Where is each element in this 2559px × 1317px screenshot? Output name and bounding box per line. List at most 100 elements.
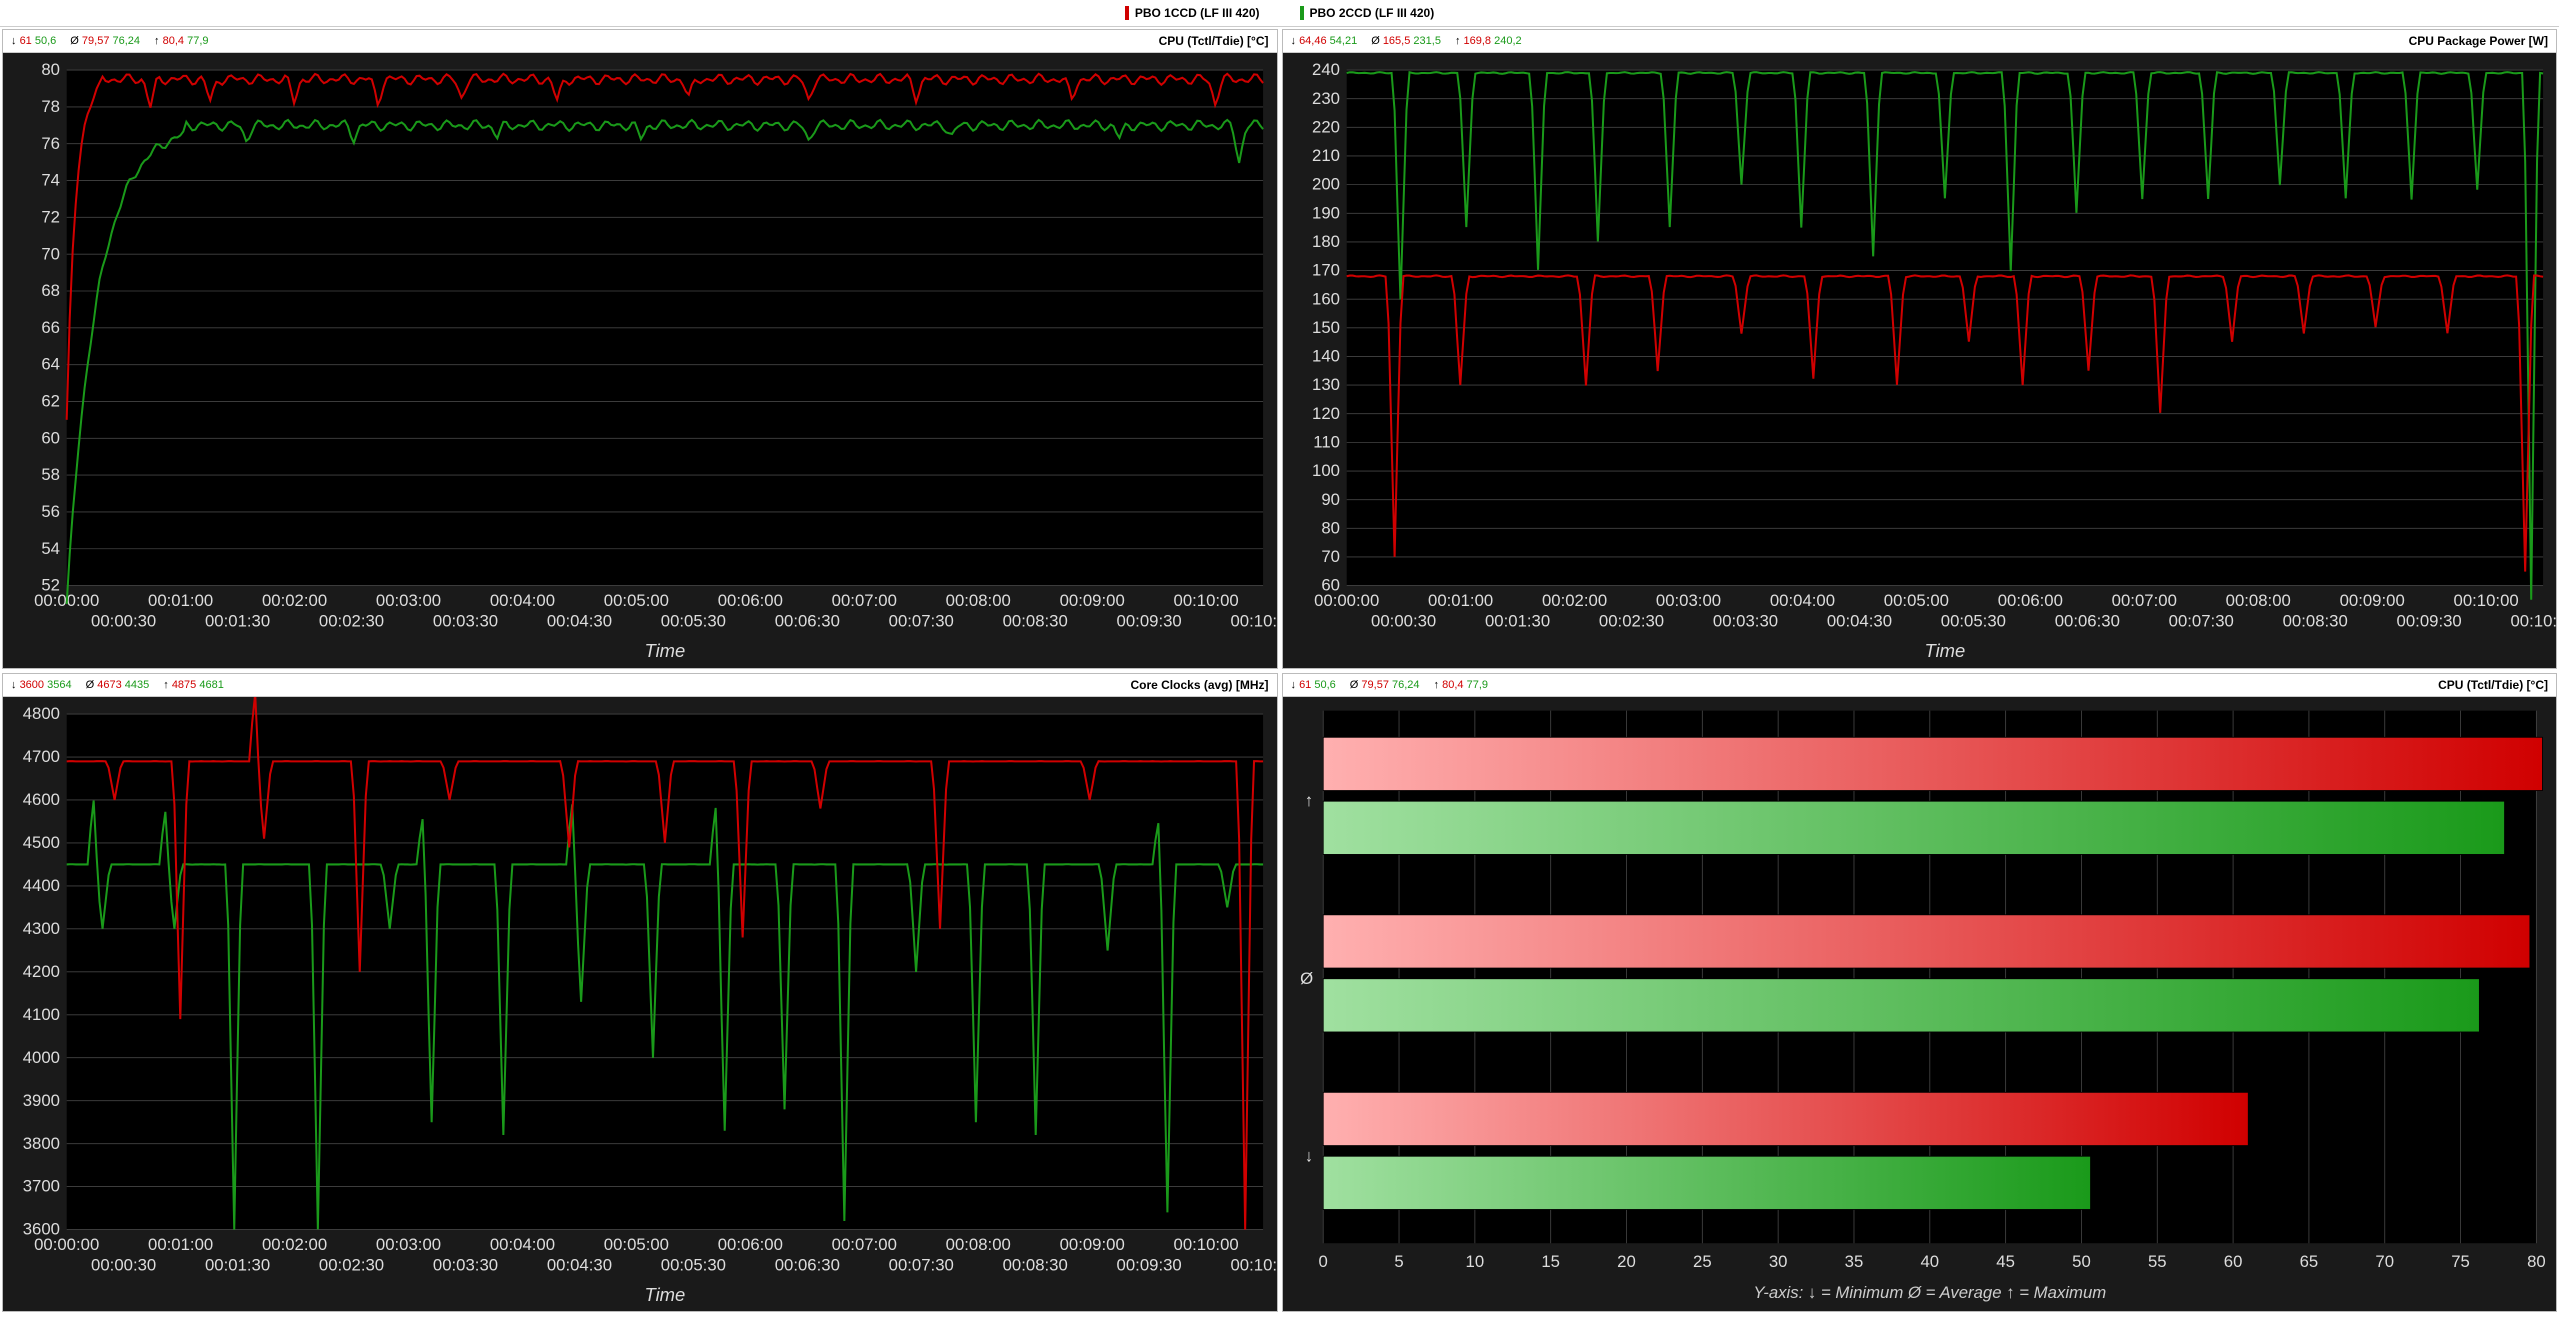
stat-max: ↑ 80,4 77,9 [154,35,208,47]
svg-text:00:04:00: 00:04:00 [490,1234,555,1253]
chart-cpu-power[interactable]: 6070809010011012013014015016017018019020… [1283,53,2557,668]
svg-text:00:05:30: 00:05:30 [661,1255,726,1274]
svg-text:65: 65 [2299,1251,2318,1270]
svg-text:00:06:30: 00:06:30 [775,1255,840,1274]
svg-text:74: 74 [41,171,60,190]
svg-text:120: 120 [1312,404,1340,423]
panel-header-core-clocks: ↓ 3600 3564 Ø 4673 4435 ↑ 4875 4681 Core… [3,674,1277,697]
svg-text:Time: Time [644,640,685,661]
svg-text:00:01:30: 00:01:30 [205,1255,270,1274]
svg-text:00:09:30: 00:09:30 [1117,611,1182,630]
svg-text:40: 40 [1920,1251,1939,1270]
svg-text:00:05:30: 00:05:30 [661,611,726,630]
svg-text:10: 10 [1465,1251,1484,1270]
chart-grid: ↓ 61 50,6 Ø 79,57 76,24 ↑ 80,4 77,9 CPU … [0,27,2559,1314]
svg-text:50: 50 [2072,1251,2091,1270]
chart-core-clocks[interactable]: 3600370038003900400041004200430044004500… [3,697,1277,1312]
panel-header-cpu-temp: ↓ 61 50,6 Ø 79,57 76,24 ↑ 80,4 77,9 CPU … [3,30,1277,53]
svg-text:00:07:30: 00:07:30 [889,611,954,630]
svg-text:00:01:00: 00:01:00 [148,1234,213,1253]
stat-avg: Ø 4673 4435 [86,679,150,691]
svg-text:70: 70 [41,244,60,263]
svg-text:60: 60 [2223,1251,2242,1270]
svg-text:00:09:00: 00:09:00 [1060,1234,1125,1253]
svg-text:220: 220 [1312,117,1340,136]
top-legend: PBO 1CCD (LF III 420) PBO 2CCD (LF III 4… [0,0,2559,27]
svg-text:00:10:00: 00:10:00 [1174,1234,1239,1253]
svg-text:00:04:00: 00:04:00 [1769,591,1834,610]
svg-text:4800: 4800 [23,704,60,723]
svg-text:75: 75 [2451,1251,2470,1270]
svg-text:00:01:30: 00:01:30 [1484,611,1549,630]
svg-text:20: 20 [1617,1251,1636,1270]
svg-text:70: 70 [2375,1251,2394,1270]
svg-text:190: 190 [1312,203,1340,222]
svg-text:00:01:00: 00:01:00 [148,591,213,610]
svg-text:170: 170 [1312,261,1340,280]
svg-text:00:03:30: 00:03:30 [1712,611,1777,630]
svg-text:00:02:30: 00:02:30 [319,611,384,630]
svg-text:00:09:00: 00:09:00 [1060,591,1125,610]
svg-text:4100: 4100 [23,1004,60,1023]
stats-cpu-temp-bar: ↓ 61 50,6 Ø 79,57 76,24 ↑ 80,4 77,9 [1291,679,1489,691]
panel-core-clocks: ↓ 3600 3564 Ø 4673 4435 ↑ 4875 4681 Core… [2,673,1278,1313]
svg-text:76: 76 [41,134,60,153]
svg-text:66: 66 [41,318,60,337]
svg-text:↑: ↑ [1304,791,1312,810]
svg-text:00:02:00: 00:02:00 [1541,591,1606,610]
svg-text:80: 80 [1321,518,1340,537]
svg-text:00:07:00: 00:07:00 [832,591,897,610]
svg-text:00:05:00: 00:05:00 [604,1234,669,1253]
svg-text:00:08:30: 00:08:30 [2282,611,2347,630]
svg-text:230: 230 [1312,89,1340,108]
svg-text:Y-axis: ↓ = Minimum Ø =: Y-axis: ↓ = Minimum Ø = Average ↑ = Maxi… [1753,1282,2106,1301]
svg-text:78: 78 [41,97,60,116]
svg-text:00:03:30: 00:03:30 [433,1255,498,1274]
panel-title-cpu-power: CPU Package Power [W] [2409,34,2548,48]
svg-text:30: 30 [1768,1251,1787,1270]
legend-item-series1: PBO 1CCD (LF III 420) [1125,6,1260,20]
legend-label-series2: PBO 2CCD (LF III 420) [1310,6,1435,20]
svg-text:00:07:30: 00:07:30 [2168,611,2233,630]
svg-text:68: 68 [41,281,60,300]
svg-text:00:04:00: 00:04:00 [490,591,555,610]
chart-cpu-temp-bar[interactable]: 05101520253035404550556065707580↑Ø↓Y-axi… [1283,697,2557,1312]
svg-text:00:10:30: 00:10:30 [1230,611,1276,630]
panel-header-cpu-power: ↓ 64,46 54,21 Ø 165,5 231,5 ↑ 169,8 240,… [1283,30,2557,53]
svg-text:25: 25 [1693,1251,1712,1270]
svg-text:80: 80 [41,60,60,79]
svg-text:62: 62 [41,391,60,410]
svg-text:55: 55 [2147,1251,2166,1270]
stat-min: ↓ 64,46 54,21 [1291,35,1358,47]
svg-text:00:08:30: 00:08:30 [1003,1255,1068,1274]
panel-header-cpu-temp-bar: ↓ 61 50,6 Ø 79,57 76,24 ↑ 80,4 77,9 CPU … [1283,674,2557,697]
svg-text:64: 64 [41,355,60,374]
svg-text:72: 72 [41,207,60,226]
svg-text:3800: 3800 [23,1133,60,1152]
panel-cpu-power: ↓ 64,46 54,21 Ø 165,5 231,5 ↑ 169,8 240,… [1282,29,2558,669]
svg-text:00:02:00: 00:02:00 [262,1234,327,1253]
chart-cpu-temp[interactable]: 52545658606264666870727476788000:00:0000… [3,53,1277,668]
svg-text:00:07:00: 00:07:00 [832,1234,897,1253]
svg-text:00:02:00: 00:02:00 [262,591,327,610]
svg-text:100: 100 [1312,461,1340,480]
svg-text:00:06:00: 00:06:00 [1997,591,2062,610]
svg-text:160: 160 [1312,289,1340,308]
svg-text:00:04:30: 00:04:30 [547,611,612,630]
svg-text:00:03:30: 00:03:30 [433,611,498,630]
svg-text:15: 15 [1541,1251,1560,1270]
svg-text:00:09:30: 00:09:30 [1117,1255,1182,1274]
svg-text:00:01:30: 00:01:30 [205,611,270,630]
svg-text:00:06:30: 00:06:30 [775,611,840,630]
stats-core-clocks: ↓ 3600 3564 Ø 4673 4435 ↑ 4875 4681 [11,679,224,691]
svg-text:00:06:30: 00:06:30 [2054,611,2119,630]
svg-text:240: 240 [1312,60,1340,79]
svg-text:3900: 3900 [23,1090,60,1109]
svg-text:00:05:00: 00:05:00 [604,591,669,610]
legend-item-series2: PBO 2CCD (LF III 420) [1300,6,1435,20]
svg-text:210: 210 [1312,146,1340,165]
panel-title-cpu-temp-bar: CPU (Tctl/Tdie) [°C] [2438,678,2548,692]
stat-max: ↑ 169,8 240,2 [1455,35,1522,47]
legend-label-series1: PBO 1CCD (LF III 420) [1135,6,1260,20]
svg-text:00:00:30: 00:00:30 [91,611,156,630]
